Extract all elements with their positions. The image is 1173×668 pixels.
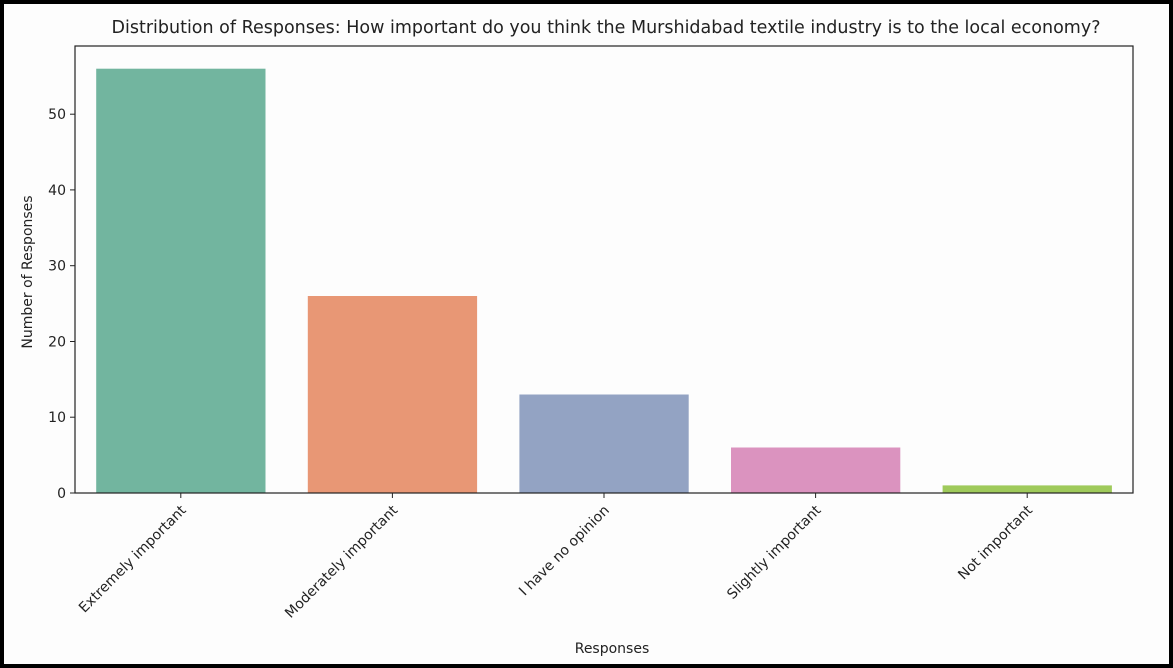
x-tick-label-2: I have no opinion (516, 503, 613, 600)
chart-title: Distribution of Responses: How important… (112, 18, 1101, 38)
bar-1 (307, 296, 478, 493)
x-axis-label: Responses (575, 641, 650, 657)
y-tick-label-0: 0 (57, 486, 66, 502)
bar-2 (519, 394, 689, 493)
y-tick-label-2: 20 (48, 335, 66, 351)
y-tick-label-4: 40 (48, 183, 66, 199)
bar-4 (942, 485, 1112, 493)
bar-3 (731, 447, 901, 493)
plot-area: 0 10 20 30 40 50 Extremely important Moderately… (48, 45, 1134, 622)
y-tick-label-3: 30 (48, 259, 66, 275)
x-tick-label-3: Slightly important (724, 502, 825, 603)
y-axis-label: Number of Responses (20, 195, 36, 348)
bar-chart: Distribution of Responses: How important… (20, 18, 1134, 657)
bar-0 (96, 68, 266, 493)
x-tick-label-1: Moderately important (282, 502, 401, 621)
x-tick-label-0: Extremely important (76, 502, 190, 616)
x-tick-label-4: Not important (955, 502, 1036, 583)
y-tick-label-5: 50 (48, 107, 66, 123)
y-tick-label-1: 10 (48, 410, 66, 426)
